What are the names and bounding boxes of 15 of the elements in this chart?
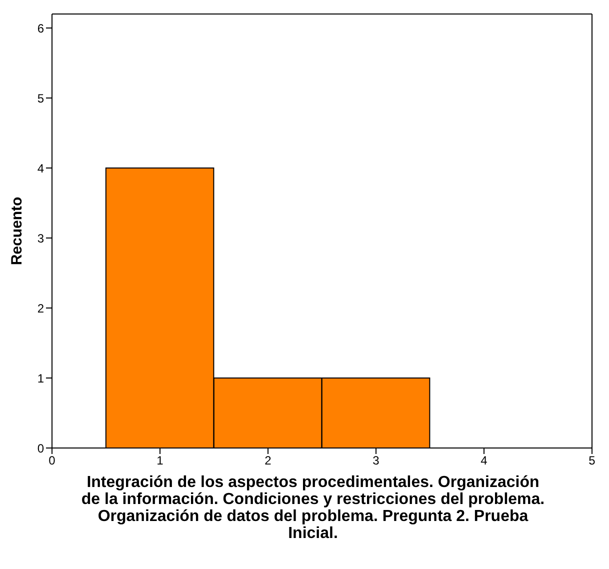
y-tick-label: 6	[37, 21, 44, 36]
x-axis-title: Integración de los aspectos procedimentales. Organización de la información. Condiciones y restricciones del problema. Organización de datos del problema. Pregunta 2. Prueba Inicial.	[80, 474, 546, 542]
y-axis-title: Recuento	[8, 196, 26, 266]
y-tick-label: 2	[37, 301, 44, 316]
x-tick-label: 5	[588, 454, 596, 468]
x-tick-label: 3	[372, 454, 380, 468]
y-tick-label: 0	[37, 441, 44, 456]
x-tick-label: 4	[480, 454, 488, 468]
y-tick-label: 3	[37, 231, 44, 246]
x-tick-label: 2	[264, 454, 272, 468]
y-tick-label: 5	[37, 91, 44, 106]
y-tick-label: 1	[37, 371, 44, 386]
x-tick-label: 1	[156, 454, 164, 468]
y-tick-label: 4	[37, 161, 44, 176]
x-tick-label: 0	[48, 454, 56, 468]
